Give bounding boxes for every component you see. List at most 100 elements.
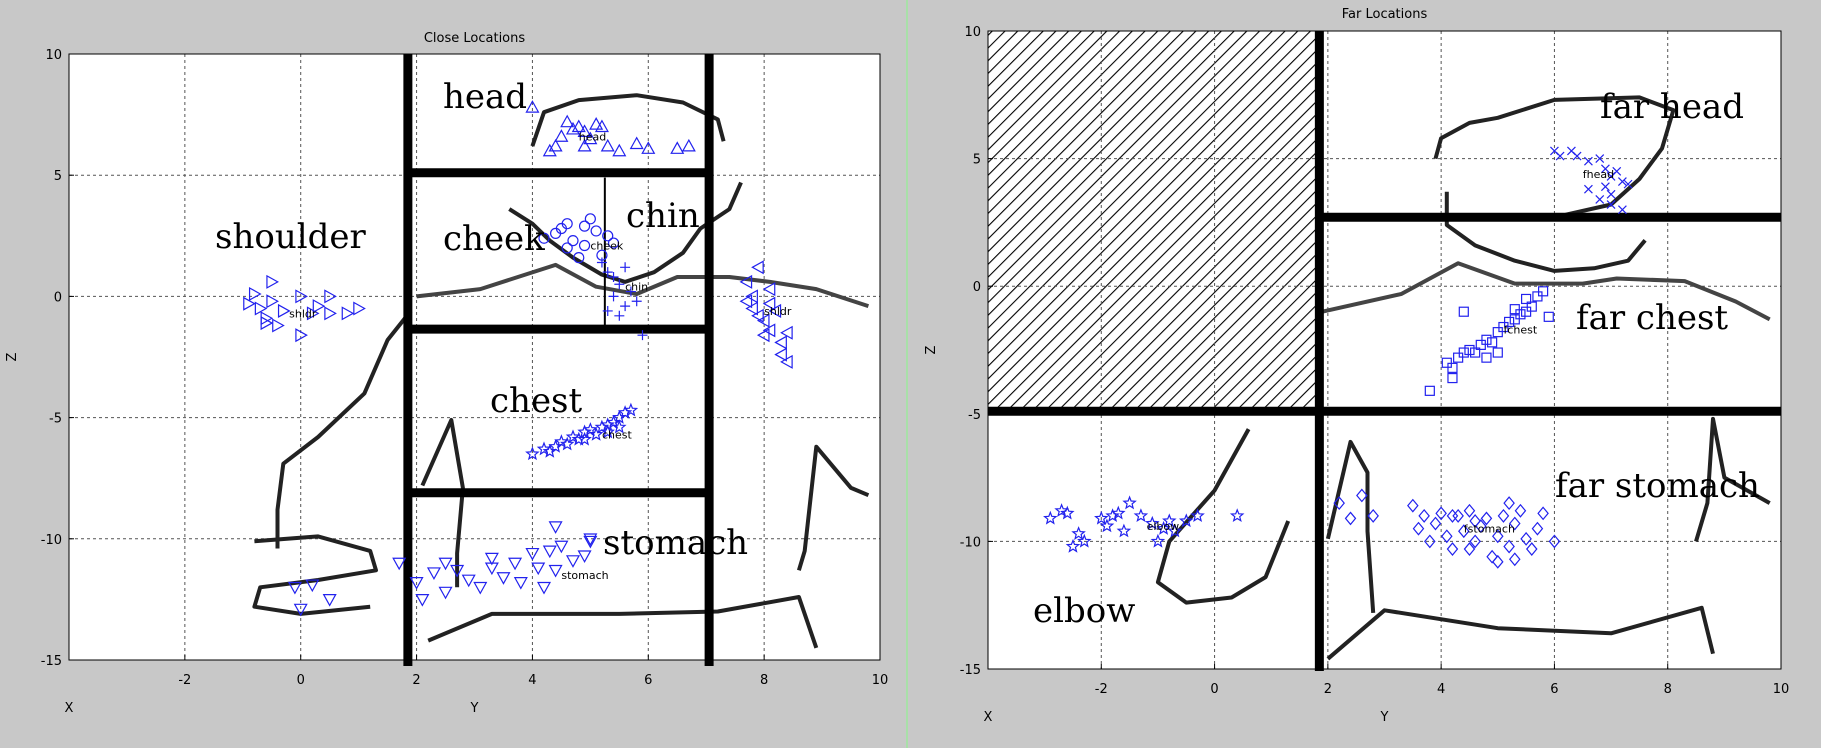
marker-x bbox=[1595, 195, 1605, 204]
marker-square bbox=[1464, 344, 1475, 356]
marker-triangle-right bbox=[295, 328, 308, 343]
marker-star bbox=[1133, 508, 1149, 523]
series-chest: chest bbox=[525, 402, 639, 461]
marker-square bbox=[1537, 286, 1549, 297]
marker-circle bbox=[590, 225, 602, 237]
marker-x bbox=[1617, 177, 1627, 186]
marker-star bbox=[617, 405, 633, 419]
marker-star bbox=[612, 419, 627, 434]
corner-axis-label: X bbox=[65, 701, 74, 716]
marker-triangle-left bbox=[756, 313, 770, 328]
series-label: fstomach bbox=[1464, 523, 1515, 536]
marker-triangle-down bbox=[548, 564, 563, 578]
marker-x bbox=[1606, 200, 1616, 209]
marker-triangle-left bbox=[774, 335, 787, 350]
x-axis-label: Y bbox=[470, 701, 479, 716]
series-label: cheek bbox=[590, 239, 624, 252]
x-tick-label: 0 bbox=[1210, 682, 1218, 697]
far-torso-right bbox=[1694, 416, 1771, 542]
marker-triangle-down bbox=[508, 557, 523, 571]
series-label: stomach bbox=[561, 569, 608, 582]
x-tick-label: 4 bbox=[528, 673, 536, 688]
marker-triangle-down bbox=[484, 552, 499, 566]
marker-star bbox=[1122, 495, 1137, 510]
hatched-region bbox=[988, 31, 1320, 410]
marker-diamond bbox=[1424, 534, 1436, 549]
marker-triangle-up bbox=[670, 141, 685, 154]
ticks: -2 0 2 4 6 8 10 -15 -10 -5 0 5 10 bbox=[960, 25, 1790, 697]
marker-triangle-down bbox=[548, 521, 563, 534]
marker-triangle-left bbox=[762, 296, 776, 311]
marker-triangle-down bbox=[409, 577, 424, 590]
marker-x bbox=[1595, 154, 1605, 164]
marker-triangle-up bbox=[577, 124, 592, 137]
marker-triangle-right bbox=[260, 316, 274, 331]
marker-star bbox=[1156, 520, 1171, 535]
marker-plus bbox=[620, 262, 631, 273]
marker-square bbox=[1492, 327, 1503, 338]
chart-title: Close Locations bbox=[424, 31, 526, 46]
marker-square bbox=[1441, 357, 1452, 368]
marker-diamond bbox=[1446, 508, 1459, 523]
region-label-chin: chin bbox=[626, 196, 700, 236]
marker-circle bbox=[561, 218, 573, 230]
series-label: elbow bbox=[1147, 520, 1180, 533]
head-outline bbox=[530, 93, 726, 147]
marker-diamond bbox=[1458, 524, 1470, 539]
marker-triangle-up bbox=[577, 138, 592, 152]
marker-star bbox=[1150, 533, 1166, 548]
marker-triangle-up bbox=[641, 141, 656, 154]
marker-diamond bbox=[1441, 529, 1453, 544]
marker-square bbox=[1532, 291, 1543, 302]
marker-triangle-down bbox=[438, 586, 453, 600]
marker-circle bbox=[573, 252, 585, 264]
marker-triangle-down bbox=[426, 567, 441, 580]
marker-x bbox=[1612, 166, 1622, 176]
marker-square bbox=[1504, 316, 1515, 328]
axes-frame bbox=[987, 30, 1782, 670]
marker-star bbox=[542, 443, 558, 458]
series-shldr: shldr bbox=[243, 274, 366, 343]
marker-star bbox=[1111, 505, 1126, 520]
waist-outline bbox=[427, 595, 819, 649]
marker-plus bbox=[637, 330, 648, 341]
marker-circle bbox=[578, 239, 591, 252]
series-label: fhead bbox=[1583, 168, 1614, 181]
marker-circle bbox=[561, 242, 573, 254]
marker-diamond bbox=[1525, 542, 1538, 556]
series-cheek: cheek bbox=[538, 213, 624, 264]
marker-diamond bbox=[1486, 549, 1498, 564]
series-fstomach: fstomach bbox=[1333, 488, 1561, 569]
x-tick-label: -2 bbox=[1095, 682, 1108, 697]
region-label-head: head bbox=[443, 77, 527, 117]
marker-star bbox=[1116, 523, 1132, 538]
marker-plus bbox=[614, 310, 625, 321]
marker-star bbox=[559, 436, 575, 451]
marker-star bbox=[554, 434, 569, 449]
marker-x bbox=[1606, 189, 1616, 199]
region-label-elbow: elbow bbox=[1033, 591, 1135, 631]
marker-square bbox=[1509, 314, 1520, 325]
marker-diamond bbox=[1469, 534, 1481, 549]
region-label-shoulder: shoulder bbox=[215, 217, 366, 257]
marker-triangle-down bbox=[450, 564, 465, 578]
marker-triangle-up bbox=[594, 119, 609, 133]
marker-triangle-down bbox=[293, 603, 308, 617]
marker-triangle-right bbox=[277, 303, 291, 318]
x-tick-label: 2 bbox=[1324, 682, 1332, 697]
region-label-far-chest: far chest bbox=[1576, 298, 1728, 338]
marker-x bbox=[1572, 151, 1582, 161]
marker-triangle-up bbox=[681, 138, 696, 152]
series-stomach: stomach bbox=[392, 521, 609, 607]
marker-circle bbox=[567, 235, 579, 247]
y-tick-label: 0 bbox=[54, 290, 62, 305]
marker-star bbox=[577, 431, 592, 446]
corner-axis-label: X bbox=[984, 710, 993, 725]
marker-square bbox=[1521, 306, 1532, 317]
marker-diamond bbox=[1508, 516, 1521, 531]
marker-diamond bbox=[1508, 552, 1521, 567]
marker-square bbox=[1526, 301, 1537, 312]
marker-star bbox=[565, 429, 581, 444]
region-label-far-head: far head bbox=[1600, 87, 1744, 127]
marker-plus bbox=[608, 291, 619, 302]
